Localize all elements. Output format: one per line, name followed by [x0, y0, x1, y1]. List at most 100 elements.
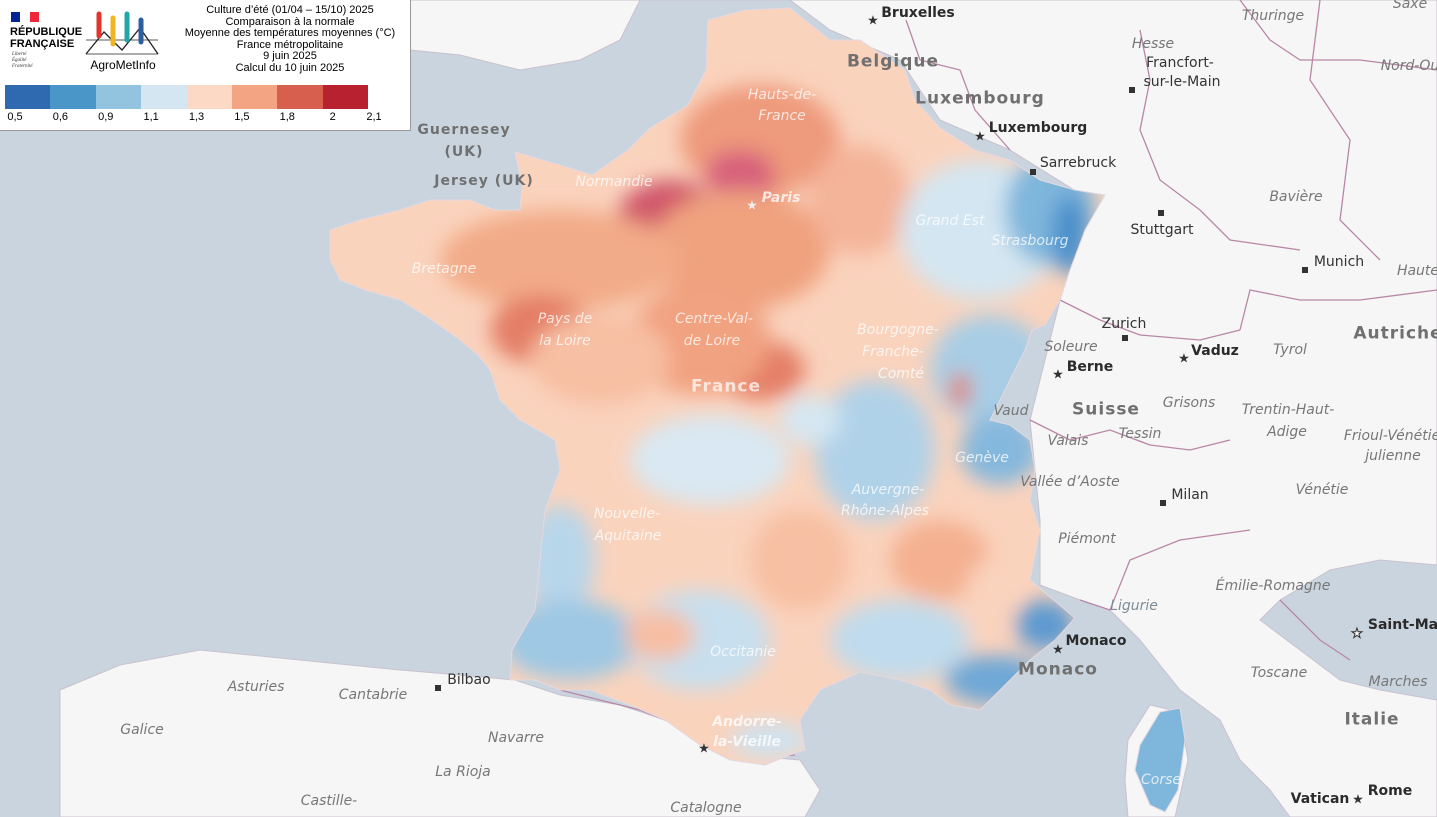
- label-asturies: Asturies: [227, 679, 285, 695]
- label-france: France: [690, 376, 762, 397]
- label-centre-val: Centre-Val-: [675, 311, 753, 327]
- label-bruxelles[interactable]: Bruxelles: [881, 5, 955, 21]
- land-uk-channel: [409, 0, 641, 71]
- label-saint-marin[interactable]: Saint-Ma: [1367, 617, 1437, 633]
- legend-tick-label: 0,9: [98, 111, 114, 123]
- label-la-loire: la Loire: [539, 333, 591, 349]
- legend-color-scale: [5, 85, 368, 109]
- legend-swatch: [50, 85, 96, 109]
- label-rhone-alpes: Rhône-Alpes: [841, 503, 929, 519]
- motto-2: Égalité: [12, 58, 27, 63]
- capital-star-icon: ★: [1052, 367, 1064, 383]
- label-geneve[interactable]: Genève: [955, 450, 1009, 466]
- legend-title: Culture d’été (01/04 – 15/10) 2025 Compa…: [172, 4, 408, 75]
- label-vallee-aoste: Vallée d’Aoste: [1020, 474, 1120, 490]
- label-grand-est: Grand Est: [915, 213, 985, 229]
- capital-star-icon: ★: [974, 129, 986, 145]
- legend-tick-label: 2,1: [366, 111, 382, 123]
- label-sarrebruck[interactable]: Sarrebruck: [1039, 155, 1117, 171]
- legend-tick-label: 1,1: [143, 111, 159, 123]
- label-hauts-de: Hauts-de-: [747, 87, 817, 103]
- label-paris[interactable]: Paris: [761, 190, 801, 206]
- label-nord-ouest: Nord-Ou: [1380, 58, 1437, 74]
- label-italie: Italie: [1344, 709, 1400, 730]
- legend-swatch: [141, 85, 187, 109]
- label-stuttgart[interactable]: Stuttgart: [1130, 222, 1194, 238]
- label-bilbao[interactable]: Bilbao: [447, 672, 491, 688]
- city-marker-icon: [1160, 500, 1166, 506]
- label-rome[interactable]: Rome: [1367, 783, 1413, 799]
- label-luxembourg-city[interactable]: Luxembourg: [988, 120, 1088, 136]
- label-valais: Valais: [1047, 433, 1089, 449]
- label-auvergne: Auvergne-: [851, 482, 925, 498]
- label-vaud: Vaud: [993, 403, 1029, 419]
- label-aquitaine: Aquitaine: [594, 528, 662, 544]
- label-ligurie: Ligurie: [1110, 598, 1158, 614]
- corsica: [1134, 707, 1186, 813]
- label-autriche: Autriche: [1353, 323, 1437, 344]
- legend-swatch: [5, 85, 51, 109]
- label-milan[interactable]: Milan: [1171, 487, 1209, 503]
- label-trentin: Trentin-Haut-: [1241, 402, 1335, 418]
- label-berne[interactable]: Berne: [1066, 359, 1114, 375]
- rf-line-2: FRANÇAISE: [10, 38, 75, 50]
- land-areas: [59, 0, 1437, 817]
- label-suisse: Suisse: [1072, 399, 1140, 420]
- legend-tick-label: 1,3: [188, 111, 205, 123]
- label-franche: Franche-: [862, 344, 924, 360]
- label-galice: Galice: [120, 722, 164, 738]
- label-de-loire: de Loire: [683, 333, 741, 349]
- city-marker-icon: [1129, 87, 1135, 93]
- label-hesse: Hesse: [1131, 36, 1175, 52]
- label-bourgogne: Bourgogne-: [857, 322, 939, 338]
- legend-tick-label: 0,5: [7, 111, 23, 123]
- label-munich[interactable]: Munich: [1313, 254, 1365, 270]
- legend-tick-label: 2: [329, 111, 336, 123]
- rf-line-1: RÉPUBLIQUE: [10, 26, 83, 38]
- label-pays-de: Pays de: [537, 311, 593, 327]
- label-saxe: Saxe: [1392, 0, 1428, 12]
- capital-star-icon: ★: [1178, 351, 1190, 367]
- label-toscane: Toscane: [1250, 665, 1308, 681]
- agrometinfo-name: AgroMetInfo: [90, 58, 156, 72]
- label-tessin: Tessin: [1118, 426, 1162, 442]
- legend-title-line: France métropolitaine: [236, 38, 344, 51]
- legend-swatch: [95, 85, 142, 109]
- label-zurich[interactable]: Zurich: [1101, 316, 1147, 332]
- label-vaduz[interactable]: Vaduz: [1191, 343, 1239, 359]
- label-cantabrie: Cantabrie: [338, 687, 408, 703]
- label-piemont: Piémont: [1058, 531, 1116, 547]
- label-haute: Haute: [1396, 263, 1437, 279]
- label-strasbourg[interactable]: Strasbourg: [991, 233, 1069, 249]
- legend-title-line: Comparaison à la normale: [225, 15, 355, 28]
- label-guernesey-uk: (UK): [444, 144, 484, 160]
- label-thuringe: Thuringe: [1241, 8, 1305, 24]
- legend-title-line: Calcul du 10 juin 2025: [235, 61, 345, 74]
- label-julienne: julienne: [1365, 448, 1421, 464]
- city-marker-icon: [1122, 335, 1128, 341]
- label-frioul: Frioul-Vénétie: [1343, 428, 1437, 444]
- label-andorre[interactable]: Andorre-la-Vieille: [712, 714, 782, 750]
- label-tyrol: Tyrol: [1273, 342, 1307, 358]
- capital-star-icon: ★: [746, 198, 758, 214]
- legend-swatch: [231, 85, 278, 109]
- rf-motto: Liberté Égalité Fraternité: [12, 52, 33, 70]
- label-la-rioja: La Rioja: [435, 764, 491, 780]
- label-luxembourg-country: Luxembourg: [915, 88, 1045, 109]
- legend-title-line: Moyenne des températures moyennes (°C): [184, 27, 396, 40]
- capital-star-icon: ★: [698, 741, 710, 757]
- label-occitanie: Occitanie: [710, 644, 776, 660]
- republique-francaise-logo: RÉPUBLIQUE FRANÇAISE: [10, 26, 82, 50]
- label-soleure: Soleure: [1044, 339, 1098, 355]
- legend-tick-label: 1,5: [234, 111, 250, 123]
- label-catalogne: Catalogne: [670, 800, 742, 816]
- label-francfort-2[interactable]: sur-le-Main: [1143, 74, 1221, 90]
- label-belgique: Belgique: [846, 51, 940, 72]
- city-marker-icon: [435, 685, 441, 691]
- legend-swatch: [186, 85, 232, 109]
- label-francfort-1[interactable]: Francfort-: [1146, 55, 1214, 71]
- label-monaco-city[interactable]: Monaco: [1065, 633, 1127, 649]
- motto-1: Liberté: [12, 52, 27, 57]
- label-vatican[interactable]: Vatican: [1290, 791, 1350, 807]
